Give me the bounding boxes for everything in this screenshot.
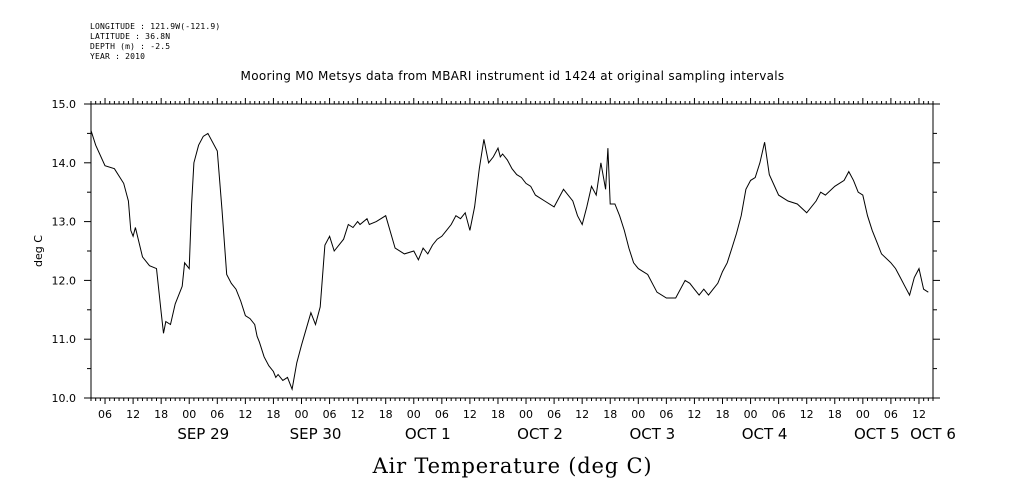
- x-hour-tick-label: 06: [323, 408, 337, 421]
- latitude-text: LATITUDE : 36.8N: [90, 32, 171, 41]
- x-hour-tick-label: 00: [856, 408, 870, 421]
- y-tick-label: 12.0: [52, 274, 77, 287]
- x-day-label: SEP 29: [177, 425, 229, 443]
- x-day-label: OCT 2: [517, 425, 563, 443]
- x-hour-tick-label: 06: [772, 408, 786, 421]
- x-hour-tick-label: 00: [182, 408, 196, 421]
- x-hour-tick-label: 00: [744, 408, 758, 421]
- x-hour-tick-label: 18: [716, 408, 730, 421]
- y-tick-label: 14.0: [52, 157, 77, 170]
- x-hour-tick-label: 18: [379, 408, 393, 421]
- x-hour-tick-label: 06: [98, 408, 112, 421]
- y-axis-label: deg C: [32, 235, 45, 267]
- x-hour-tick-label: 12: [463, 408, 477, 421]
- mooring-metadata: LONGITUDE : 121.9W(-121.9) LATITUDE : 36…: [90, 22, 220, 62]
- plot-frame: [90, 103, 934, 399]
- x-axis: 06 12 18 00 06 12 18 00 06 12 18 00 06 12 18 00 06 12 18 00…: [90, 98, 956, 443]
- x-hour-tick-label: 12: [575, 408, 589, 421]
- x-hour-tick-label: 00: [631, 408, 645, 421]
- x-hour-tick-label: 12: [912, 408, 926, 421]
- x-hour-tick-label: 18: [154, 408, 168, 421]
- chart-title: Mooring M0 Metsys data from MBARI instru…: [240, 69, 785, 83]
- longitude-text: LONGITUDE : 121.9W(-121.9): [90, 22, 221, 31]
- x-day-label: SEP 30: [290, 425, 342, 443]
- x-hour-tick-label: 12: [800, 408, 814, 421]
- y-tick-label: 11.0: [52, 333, 77, 346]
- x-day-label: OCT 5: [854, 425, 900, 443]
- x-hour-tick-label: 00: [295, 408, 309, 421]
- x-hour-tick-label: 06: [884, 408, 898, 421]
- x-hour-tick-label: 00: [407, 408, 421, 421]
- x-hour-tick-label: 12: [351, 408, 365, 421]
- x-day-label: OCT 4: [742, 425, 788, 443]
- x-day-label: OCT 6: [910, 425, 956, 443]
- x-hour-tick-label: 06: [659, 408, 673, 421]
- x-day-label: OCT 1: [405, 425, 451, 443]
- x-hour-tick-label: 18: [491, 408, 505, 421]
- y-tick-label: 10.0: [52, 392, 77, 405]
- y-tick-label: 13.0: [52, 216, 77, 229]
- x-hour-tick-label: 00: [519, 408, 533, 421]
- x-hour-tick-label: 18: [603, 408, 617, 421]
- x-hour-tick-label: 06: [547, 408, 561, 421]
- x-hour-tick-label: 18: [828, 408, 842, 421]
- x-hour-tick-label: 12: [238, 408, 252, 421]
- x-hour-tick-label: 12: [687, 408, 701, 421]
- y-tick-label: 15.0: [52, 98, 77, 111]
- depth-text: DEPTH (m) : -2.5: [90, 42, 171, 51]
- y-axis: 10.0 11.0 12.0 13.0 14.0 15.0: [52, 98, 940, 405]
- x-hour-tick-label: 06: [210, 408, 224, 421]
- year-text: YEAR : 2010: [90, 52, 146, 61]
- air-temperature-series-line: [90, 130, 929, 392]
- x-hour-tick-label: 12: [126, 408, 140, 421]
- x-hour-tick-label: 06: [435, 408, 449, 421]
- x-day-label: OCT 3: [629, 425, 675, 443]
- x-axis-title: Air Temperature (deg C): [372, 454, 653, 478]
- x-hour-tick-label: 18: [266, 408, 280, 421]
